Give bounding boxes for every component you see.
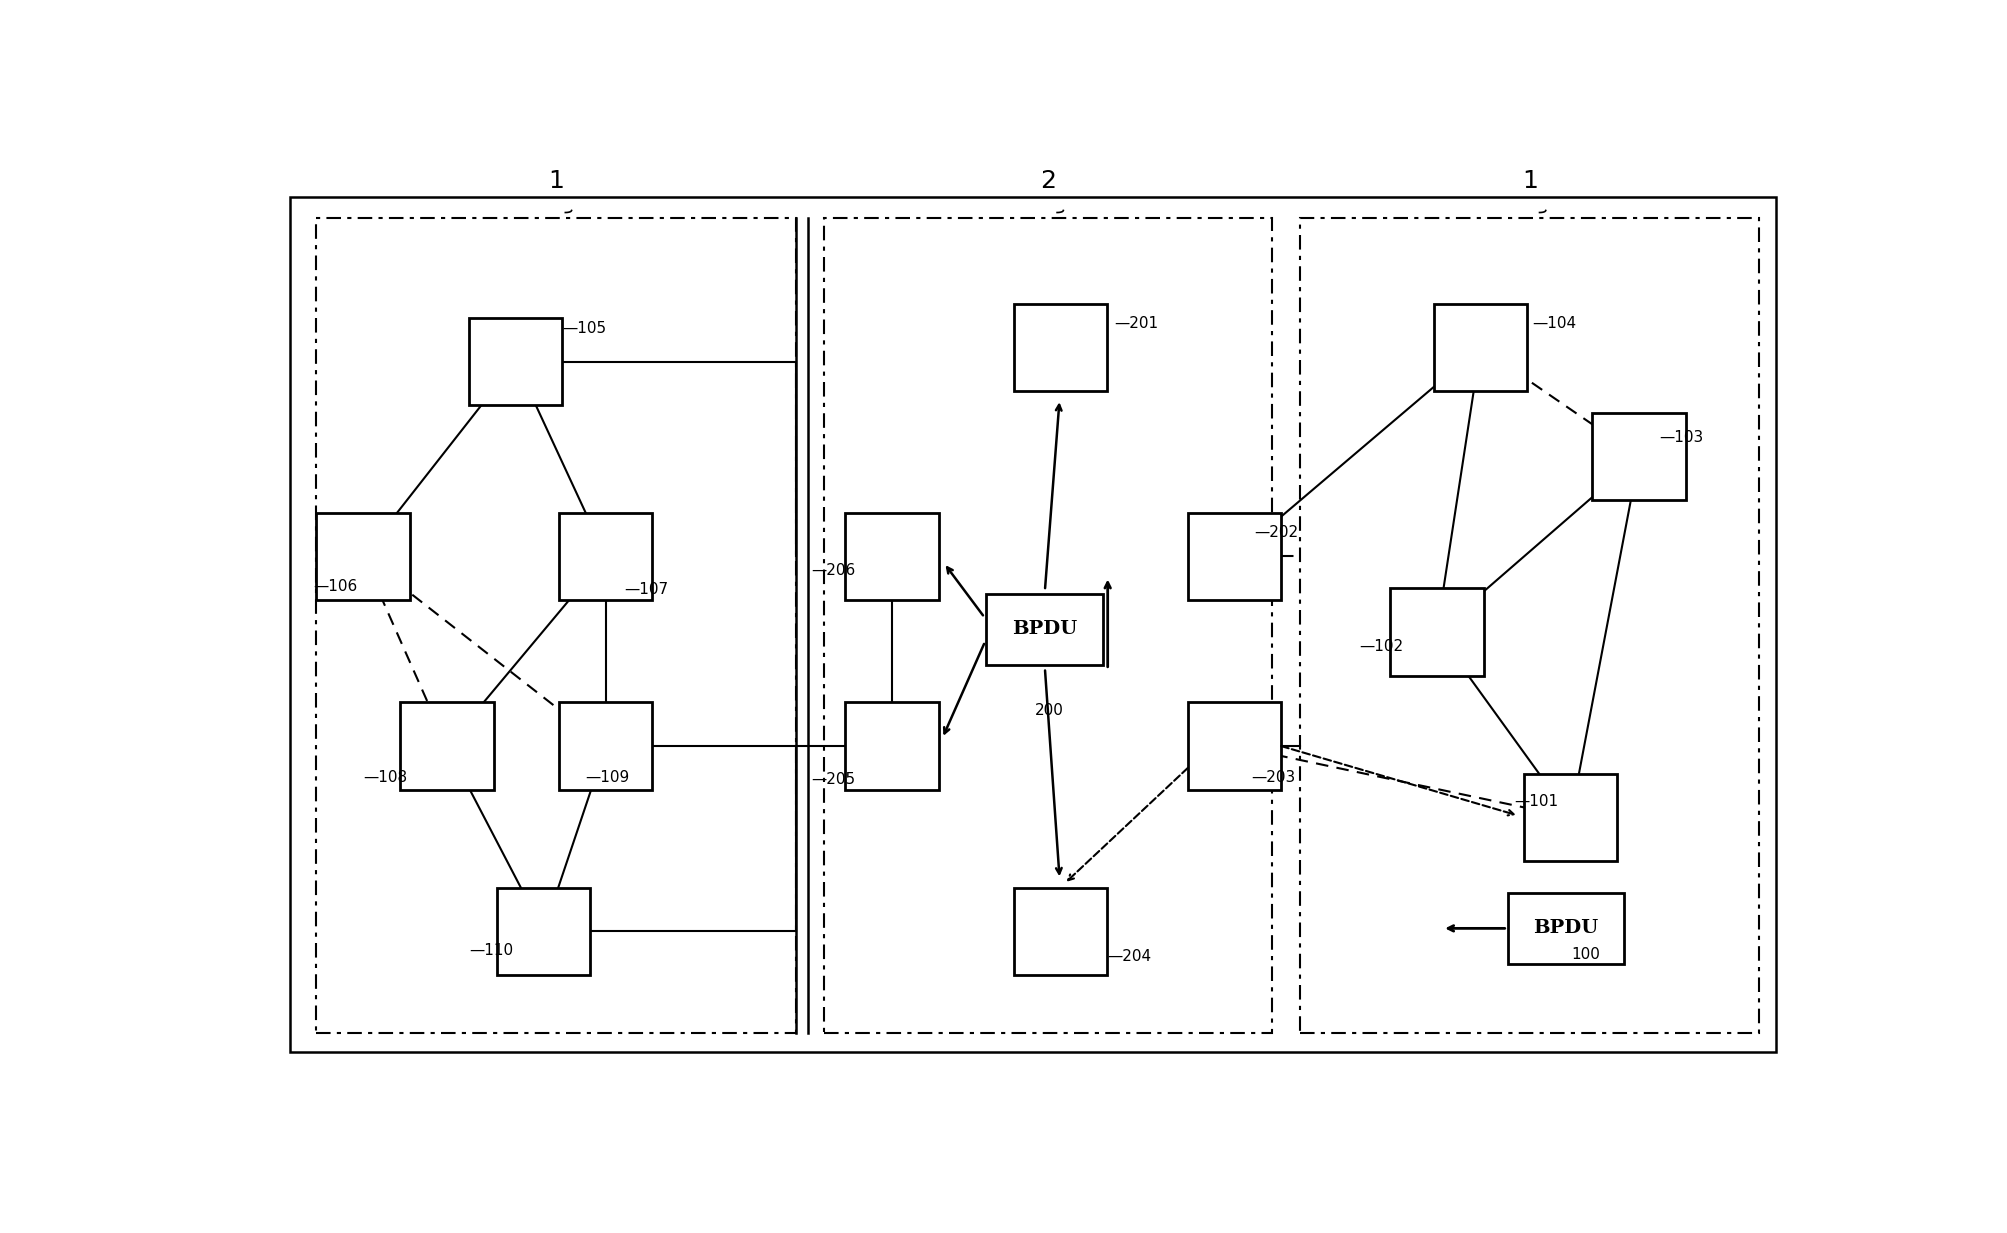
Text: —101: —101 [1513, 794, 1557, 809]
Bar [1299, 218, 1758, 1033]
Text: 200: 200 [1034, 703, 1064, 718]
Bar [985, 594, 1102, 665]
Bar [845, 703, 939, 790]
Bar [823, 218, 1270, 1033]
Text: —108: —108 [363, 769, 407, 785]
Text: —204: —204 [1106, 949, 1150, 964]
Bar [845, 513, 939, 600]
Bar [1592, 413, 1686, 501]
Bar [1014, 303, 1106, 391]
Text: 1: 1 [548, 169, 564, 194]
Text: —110: —110 [470, 943, 512, 958]
Text: —206: —206 [811, 563, 855, 578]
Bar [558, 513, 652, 600]
Bar [1188, 513, 1280, 600]
Bar [496, 888, 590, 975]
Bar [470, 318, 562, 406]
Text: —106: —106 [313, 580, 357, 594]
Text: —103: —103 [1658, 430, 1702, 445]
Text: —105: —105 [562, 321, 606, 335]
Text: —109: —109 [586, 769, 630, 785]
Text: 1: 1 [1521, 169, 1537, 194]
Bar [399, 703, 494, 790]
Text: —205: —205 [811, 772, 855, 787]
Text: —102: —102 [1359, 639, 1403, 653]
Bar [317, 513, 409, 600]
Text: 2: 2 [1040, 169, 1056, 194]
Bar [558, 703, 652, 790]
Text: —107: —107 [624, 582, 668, 597]
Bar [1507, 893, 1624, 964]
Text: BPDU: BPDU [1012, 620, 1076, 639]
Text: BPDU: BPDU [1533, 920, 1598, 937]
Text: —202: —202 [1254, 525, 1299, 540]
Bar [1523, 773, 1616, 861]
Bar [317, 218, 795, 1033]
Text: —104: —104 [1531, 316, 1575, 332]
Bar [1433, 303, 1527, 391]
Bar [1188, 703, 1280, 790]
Text: 100: 100 [1571, 947, 1600, 963]
Text: —201: —201 [1114, 316, 1158, 332]
Bar [1389, 588, 1483, 676]
Bar [1014, 888, 1106, 975]
Text: —203: —203 [1250, 769, 1295, 785]
